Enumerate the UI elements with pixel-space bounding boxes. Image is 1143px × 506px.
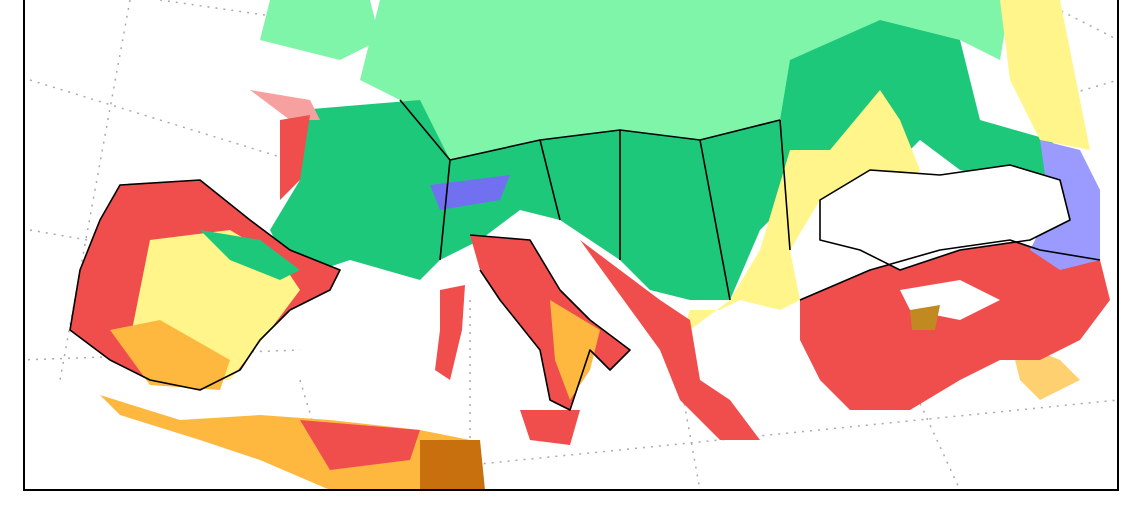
sicily [520, 410, 580, 445]
iberia-orange [110, 320, 230, 390]
graticule [24, 0, 1118, 490]
coast [799, 239, 1101, 301]
italy [470, 235, 630, 410]
parallel [24, 0, 1118, 471]
frame [23, 0, 1119, 491]
coast [469, 234, 631, 411]
meridian [59, 0, 1118, 490]
black-sea [820, 165, 1070, 270]
britain [260, 0, 380, 60]
coast [819, 164, 1071, 271]
region-yellow-east [1000, 0, 1090, 150]
region-pink [250, 90, 320, 120]
italy-orange [550, 300, 600, 400]
region-yellow-balkans [680, 90, 920, 380]
alps-blue [430, 175, 510, 210]
greece [580, 240, 760, 440]
turkey [800, 240, 1110, 410]
turkey-brown [910, 305, 940, 330]
region-red-france [280, 115, 310, 200]
iberia-green [200, 230, 300, 280]
tunisia [420, 440, 485, 490]
map-area [24, 0, 1118, 490]
north-africa [100, 395, 480, 490]
sardinia [435, 285, 465, 380]
coast [69, 179, 341, 391]
borders [69, 99, 1101, 411]
north-africa-red [300, 420, 420, 470]
border [399, 99, 791, 301]
